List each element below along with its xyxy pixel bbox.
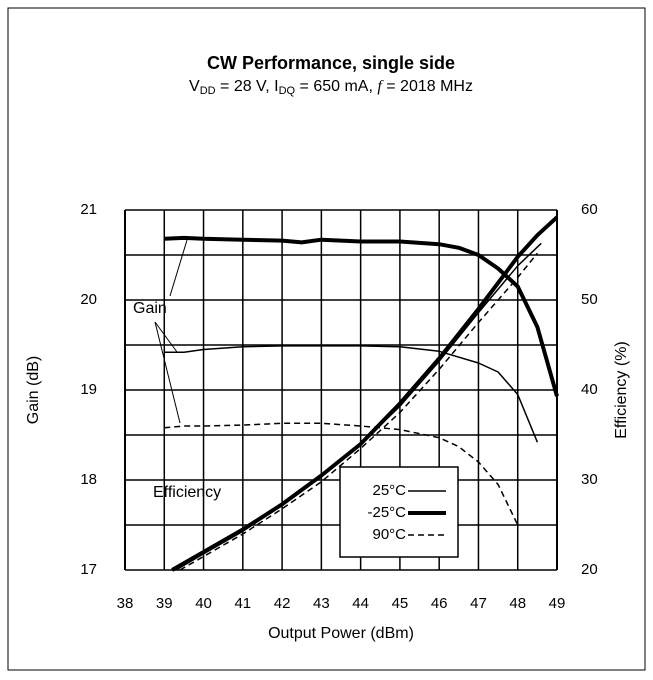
x-tick-label: 45 xyxy=(392,595,409,612)
leader-line xyxy=(154,321,181,424)
chart-subtitle: VDD = 28 V, IDQ = 650 mA, f = 2018 MHz xyxy=(189,78,473,97)
legend-label: 25°C xyxy=(372,482,406,499)
annotation: Gain xyxy=(133,300,167,317)
y2-tick-label: 60 xyxy=(581,201,598,218)
y-tick-label: 17 xyxy=(80,561,97,578)
y-axis-label: Gain (dB) xyxy=(25,356,42,424)
x-tick-label: 48 xyxy=(509,595,526,612)
subtitle-sub: DD xyxy=(200,85,216,97)
x-tick-label: 38 xyxy=(117,595,134,612)
subtitle-part: V xyxy=(189,78,200,95)
y-tick-label: 20 xyxy=(80,291,97,308)
y2-tick-label: 20 xyxy=(581,561,598,578)
x-tick-label: 39 xyxy=(156,595,173,612)
annotation: Efficiency xyxy=(153,484,221,501)
chart-title: CW Performance, single side xyxy=(207,53,455,73)
series-line xyxy=(179,252,538,571)
leader-line xyxy=(169,239,188,297)
x-tick-label: 47 xyxy=(470,595,487,612)
legend-label: 90°C xyxy=(372,526,406,543)
x-tick-label: 46 xyxy=(431,595,448,612)
y-tick-label: 18 xyxy=(80,471,97,488)
subtitle-part: = 28 V, I xyxy=(216,78,279,95)
legend-label: -25°C xyxy=(367,504,406,521)
x-tick-label: 43 xyxy=(313,595,330,612)
y2-tick-label: 40 xyxy=(581,381,598,398)
subtitle-italic: f xyxy=(377,78,384,95)
y-tick-label: 19 xyxy=(80,381,97,398)
series-line xyxy=(171,215,559,572)
series-line xyxy=(164,345,539,443)
x-axis-label: Output Power (dBm) xyxy=(268,625,414,642)
x-tick-label: 41 xyxy=(234,595,251,612)
leader-line xyxy=(154,321,178,353)
x-tick-label: 49 xyxy=(549,595,566,612)
y2-tick-label: 30 xyxy=(581,471,598,488)
y-tick-label: 21 xyxy=(80,201,97,218)
x-tick-label: 44 xyxy=(352,595,369,612)
y2-axis-label: Efficiency (%) xyxy=(613,341,630,439)
x-tick-label: 40 xyxy=(195,595,212,612)
subtitle-sub: DQ xyxy=(279,85,296,97)
subtitle-part: = 650 mA, xyxy=(295,78,377,95)
x-tick-label: 42 xyxy=(274,595,291,612)
subtitle-part: = 2018 MHz xyxy=(382,78,473,95)
series-line xyxy=(164,422,519,526)
y2-tick-label: 50 xyxy=(581,291,598,308)
